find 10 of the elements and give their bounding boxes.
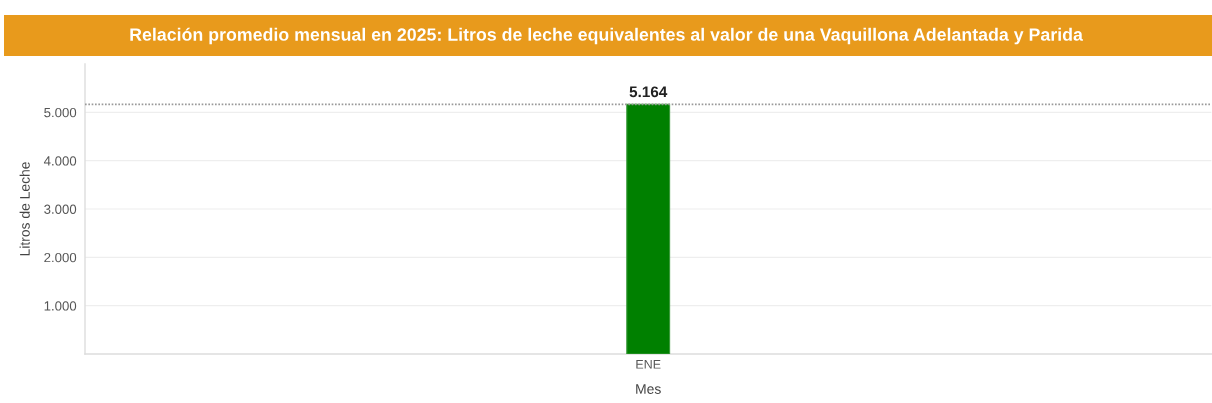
chart-title: Relación promedio mensual en 2025: Litros de leche equivalentes al valor de una Vaquillona Adelantada y Parida [130,27,1084,45]
y-tick-label: 1.000 [44,301,77,311]
data-label: 5.164 [629,86,668,98]
y-axis-title: Litros de Leche [19,162,30,256]
x-tick-label: ENE [636,360,661,369]
y-tick-label: 2.000 [44,252,77,263]
y-tick-label: 3.000 [44,204,77,214]
x-axis-title: Mes [636,384,661,394]
y-tick-label: 5.000 [44,107,77,118]
y-tick-label: 4.000 [43,156,77,166]
